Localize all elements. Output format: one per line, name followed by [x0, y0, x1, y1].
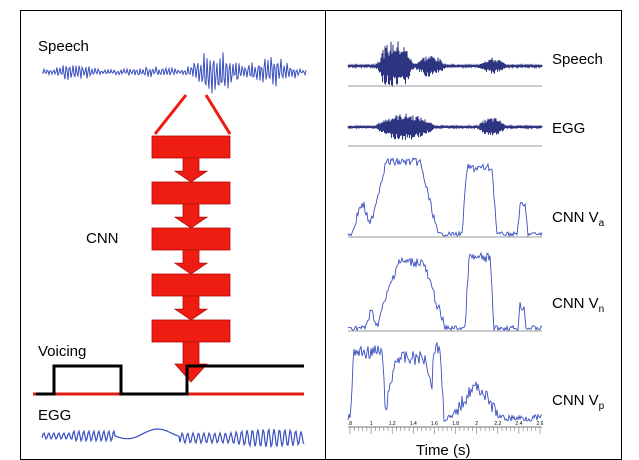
time-tick-label: 2	[475, 421, 478, 427]
cnn-layer-block	[151, 227, 231, 251]
time-tick-label: 2.4	[515, 421, 522, 427]
speech-label: Speech	[38, 38, 89, 55]
speech-waveform	[41, 52, 307, 94]
egg-track-waveform	[347, 113, 543, 140]
cnn-flow-arrow	[173, 249, 209, 275]
time-tick-label: 1.8	[452, 421, 459, 427]
time-axis: .8 1 1.2 1.4 1.6 1.8 2 2.2 2.4 2.6	[348, 421, 544, 434]
left-panel: Speech CNN Voicing EGG	[33, 38, 307, 449]
time-tick-label: 2.2	[494, 421, 501, 427]
cnn-flow-arrow	[173, 157, 209, 183]
cnn-layer-block	[151, 319, 231, 343]
cnn-layer-block	[151, 273, 231, 297]
time-tick-label: 1.4	[410, 421, 417, 427]
cnn-block-stack	[151, 135, 231, 383]
cnn-layer-block	[151, 181, 231, 205]
cnn-vp-trace	[347, 342, 543, 422]
egg-track-label: EGG	[552, 120, 585, 137]
cnn-vn-trace	[347, 251, 543, 332]
right-panel: Speech EGG CNN Va CNN Vn CNN Vp .8 1 1.2 1.…	[347, 41, 605, 459]
cnn-flow-arrow	[173, 295, 209, 321]
cnn-label: CNN	[86, 230, 119, 247]
egg-waveform	[41, 427, 305, 449]
cnn-vn-label: CNN Vn	[552, 295, 604, 315]
speech-track-waveform	[347, 41, 543, 87]
cnn-layer-block	[151, 135, 231, 159]
time-tick-label: 2.6	[537, 421, 544, 427]
cnn-vp-label: CNN Vp	[552, 392, 605, 412]
cnn-va-label: CNN Va	[552, 209, 605, 229]
zoom-line-right	[204, 94, 232, 135]
time-tick-label: 1.6	[431, 421, 438, 427]
cnn-flow-arrow	[173, 203, 209, 229]
time-tick-label: 1.2	[389, 421, 396, 427]
zoom-line-left	[153, 94, 188, 135]
voicing-signal	[36, 364, 304, 396]
time-tick-label: .8	[348, 421, 352, 427]
egg-label: EGG	[38, 407, 71, 424]
cnn-flow-arrow	[174, 341, 208, 383]
speech-track-label: Speech	[552, 51, 603, 68]
time-tick-label: 1	[370, 421, 373, 427]
time-axis-label: Time (s)	[416, 442, 470, 459]
voicing-label: Voicing	[38, 343, 86, 360]
cnn-va-trace	[347, 157, 543, 238]
